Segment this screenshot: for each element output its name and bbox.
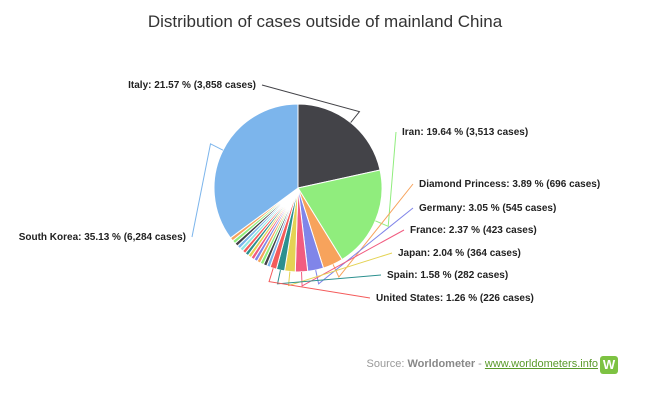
connector-united-states (268, 268, 371, 299)
slice-label-germany: Germany: 3.05 % (545 cases) (419, 203, 556, 214)
slice-label-spain: Spain: 1.58 % (282 cases) (387, 270, 508, 281)
slice-label-italy: Italy: 21.57 % (3,858 cases) (128, 80, 256, 91)
worldometer-logo-icon: W (600, 356, 618, 374)
slice-label-south-korea: South Korea: 35.13 % (6,284 cases) (19, 232, 186, 243)
slice-label-iran: Iran: 19.64 % (3,513 cases) (402, 127, 528, 138)
source-link[interactable]: www.worldometers.info (484, 358, 598, 370)
connector-japan (287, 252, 393, 287)
connector-south-korea (191, 143, 224, 238)
connector-france (301, 229, 405, 287)
connector-spain (276, 270, 382, 285)
pie-slice-italy[interactable] (297, 103, 381, 189)
label-connectors (191, 84, 414, 299)
source-credit: Source: Worldometer - www.worldometers.i… (367, 358, 598, 370)
slice-label-france: France: 2.37 % (423 cases) (410, 225, 537, 236)
slice-label-diamond-princess: Diamond Princess: 3.89 % (696 cases) (419, 179, 600, 190)
connector-iran (375, 131, 397, 228)
pie-slices (213, 103, 383, 273)
slice-label-japan: Japan: 2.04 % (364 cases) (398, 248, 521, 259)
connector-diamond-princess (332, 183, 414, 279)
connector-italy (261, 84, 361, 123)
connector-germany (315, 207, 414, 285)
pie-slice-south-korea[interactable] (213, 103, 299, 239)
source-prefix: Source: (366, 358, 408, 370)
slice-label-united-states: United States: 1.26 % (226 cases) (376, 293, 534, 304)
source-name: Worldometer (407, 358, 476, 370)
source-separator: - (475, 358, 485, 370)
chart-title: Distribution of cases outside of mainlan… (147, 12, 503, 31)
slice-labels: Italy: 21.57 % (3,858 cases) Iran: 19.64 … (19, 80, 601, 304)
